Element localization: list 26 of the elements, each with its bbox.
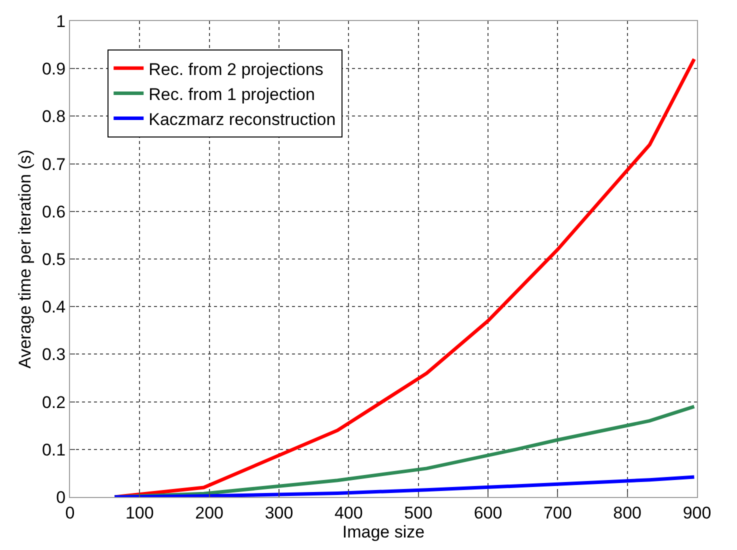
x-tick-label: 800 <box>613 503 642 522</box>
x-tick-label: 400 <box>334 503 363 522</box>
x-tick-label: 900 <box>682 503 712 522</box>
legend-label: Kaczmarz reconstruction <box>148 110 336 129</box>
y-tick-label: 0.9 <box>42 60 66 79</box>
x-tick-label: 700 <box>543 503 572 522</box>
y-tick-label: 0.8 <box>42 107 66 126</box>
y-tick-label: 0.7 <box>42 154 66 174</box>
y-tick-label: 0.5 <box>42 250 66 269</box>
y-tick-label: 1 <box>56 12 66 31</box>
y-tick-label: 0 <box>56 488 66 507</box>
x-tick-label: 600 <box>474 503 502 522</box>
legend-label: Rec. from 1 projection <box>148 84 315 104</box>
y-tick-label: 0.1 <box>42 440 66 460</box>
x-axis-title: Image size <box>342 522 425 542</box>
legend-label: Rec. from 2 projections <box>148 60 324 79</box>
x-tick-label: 200 <box>195 503 224 522</box>
x-tick-label: 300 <box>264 503 294 522</box>
y-axis-title: Average time per iteration (s) <box>16 150 35 368</box>
y-tick-label: 0.2 <box>42 392 66 412</box>
x-tick-label: 100 <box>125 503 154 522</box>
x-tick-label: 500 <box>404 503 433 522</box>
y-tick-label: 0.3 <box>42 345 66 364</box>
line-series <box>112 475 696 497</box>
y-tick-label: 0.6 <box>42 202 66 222</box>
y-tick-label: 0.4 <box>42 298 66 317</box>
